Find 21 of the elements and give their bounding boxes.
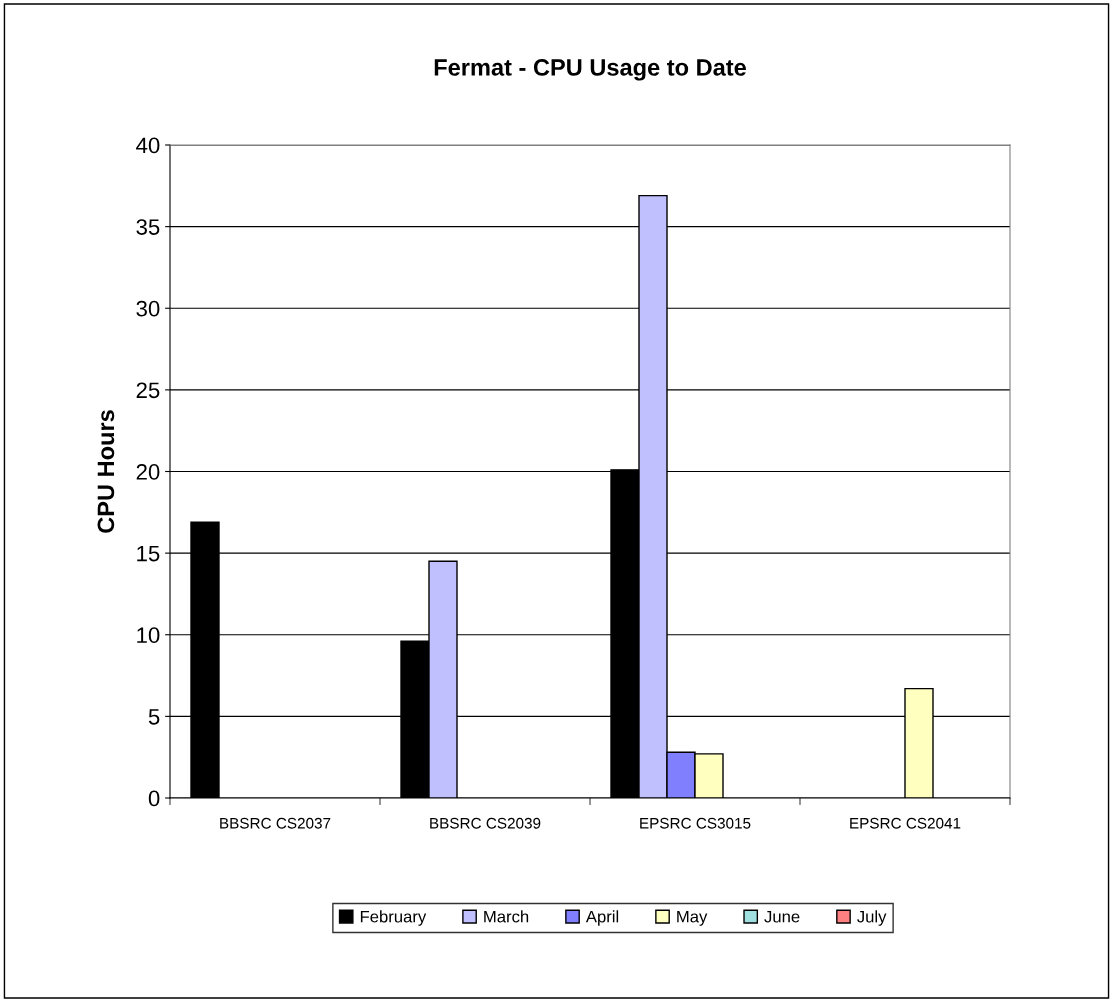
x-tick-label: EPSRC CS2041 [850,817,961,829]
legend-label: April [585,910,619,926]
y-tick-label: 40 [136,137,160,154]
legend-label: July [857,910,887,926]
legend-label: February [360,910,427,926]
y-tick-label: 5 [148,709,160,725]
y-tick-label: 15 [137,545,160,562]
x-tick-label: EPSRC CS3015 [640,817,751,829]
legend-label: March [484,910,529,923]
x-tick-label: BBSRC CS2039 [430,817,541,829]
y-tick-label: 35 [136,219,160,235]
y-tick-label: 30 [136,300,160,317]
y-tick-label: 0 [148,790,160,807]
y-tick-label: 20 [136,464,160,480]
y-tick-label: 25 [136,382,160,399]
legend-label: June [764,910,800,923]
y-tick-label: 10 [137,627,160,644]
chart-title: Fermat - CPU Usage to Date [434,59,746,81]
y-axis-title: CPU Hours [97,410,115,533]
legend-label: May [677,910,708,926]
x-tick-label: BBSRC CS2037 [220,817,331,829]
